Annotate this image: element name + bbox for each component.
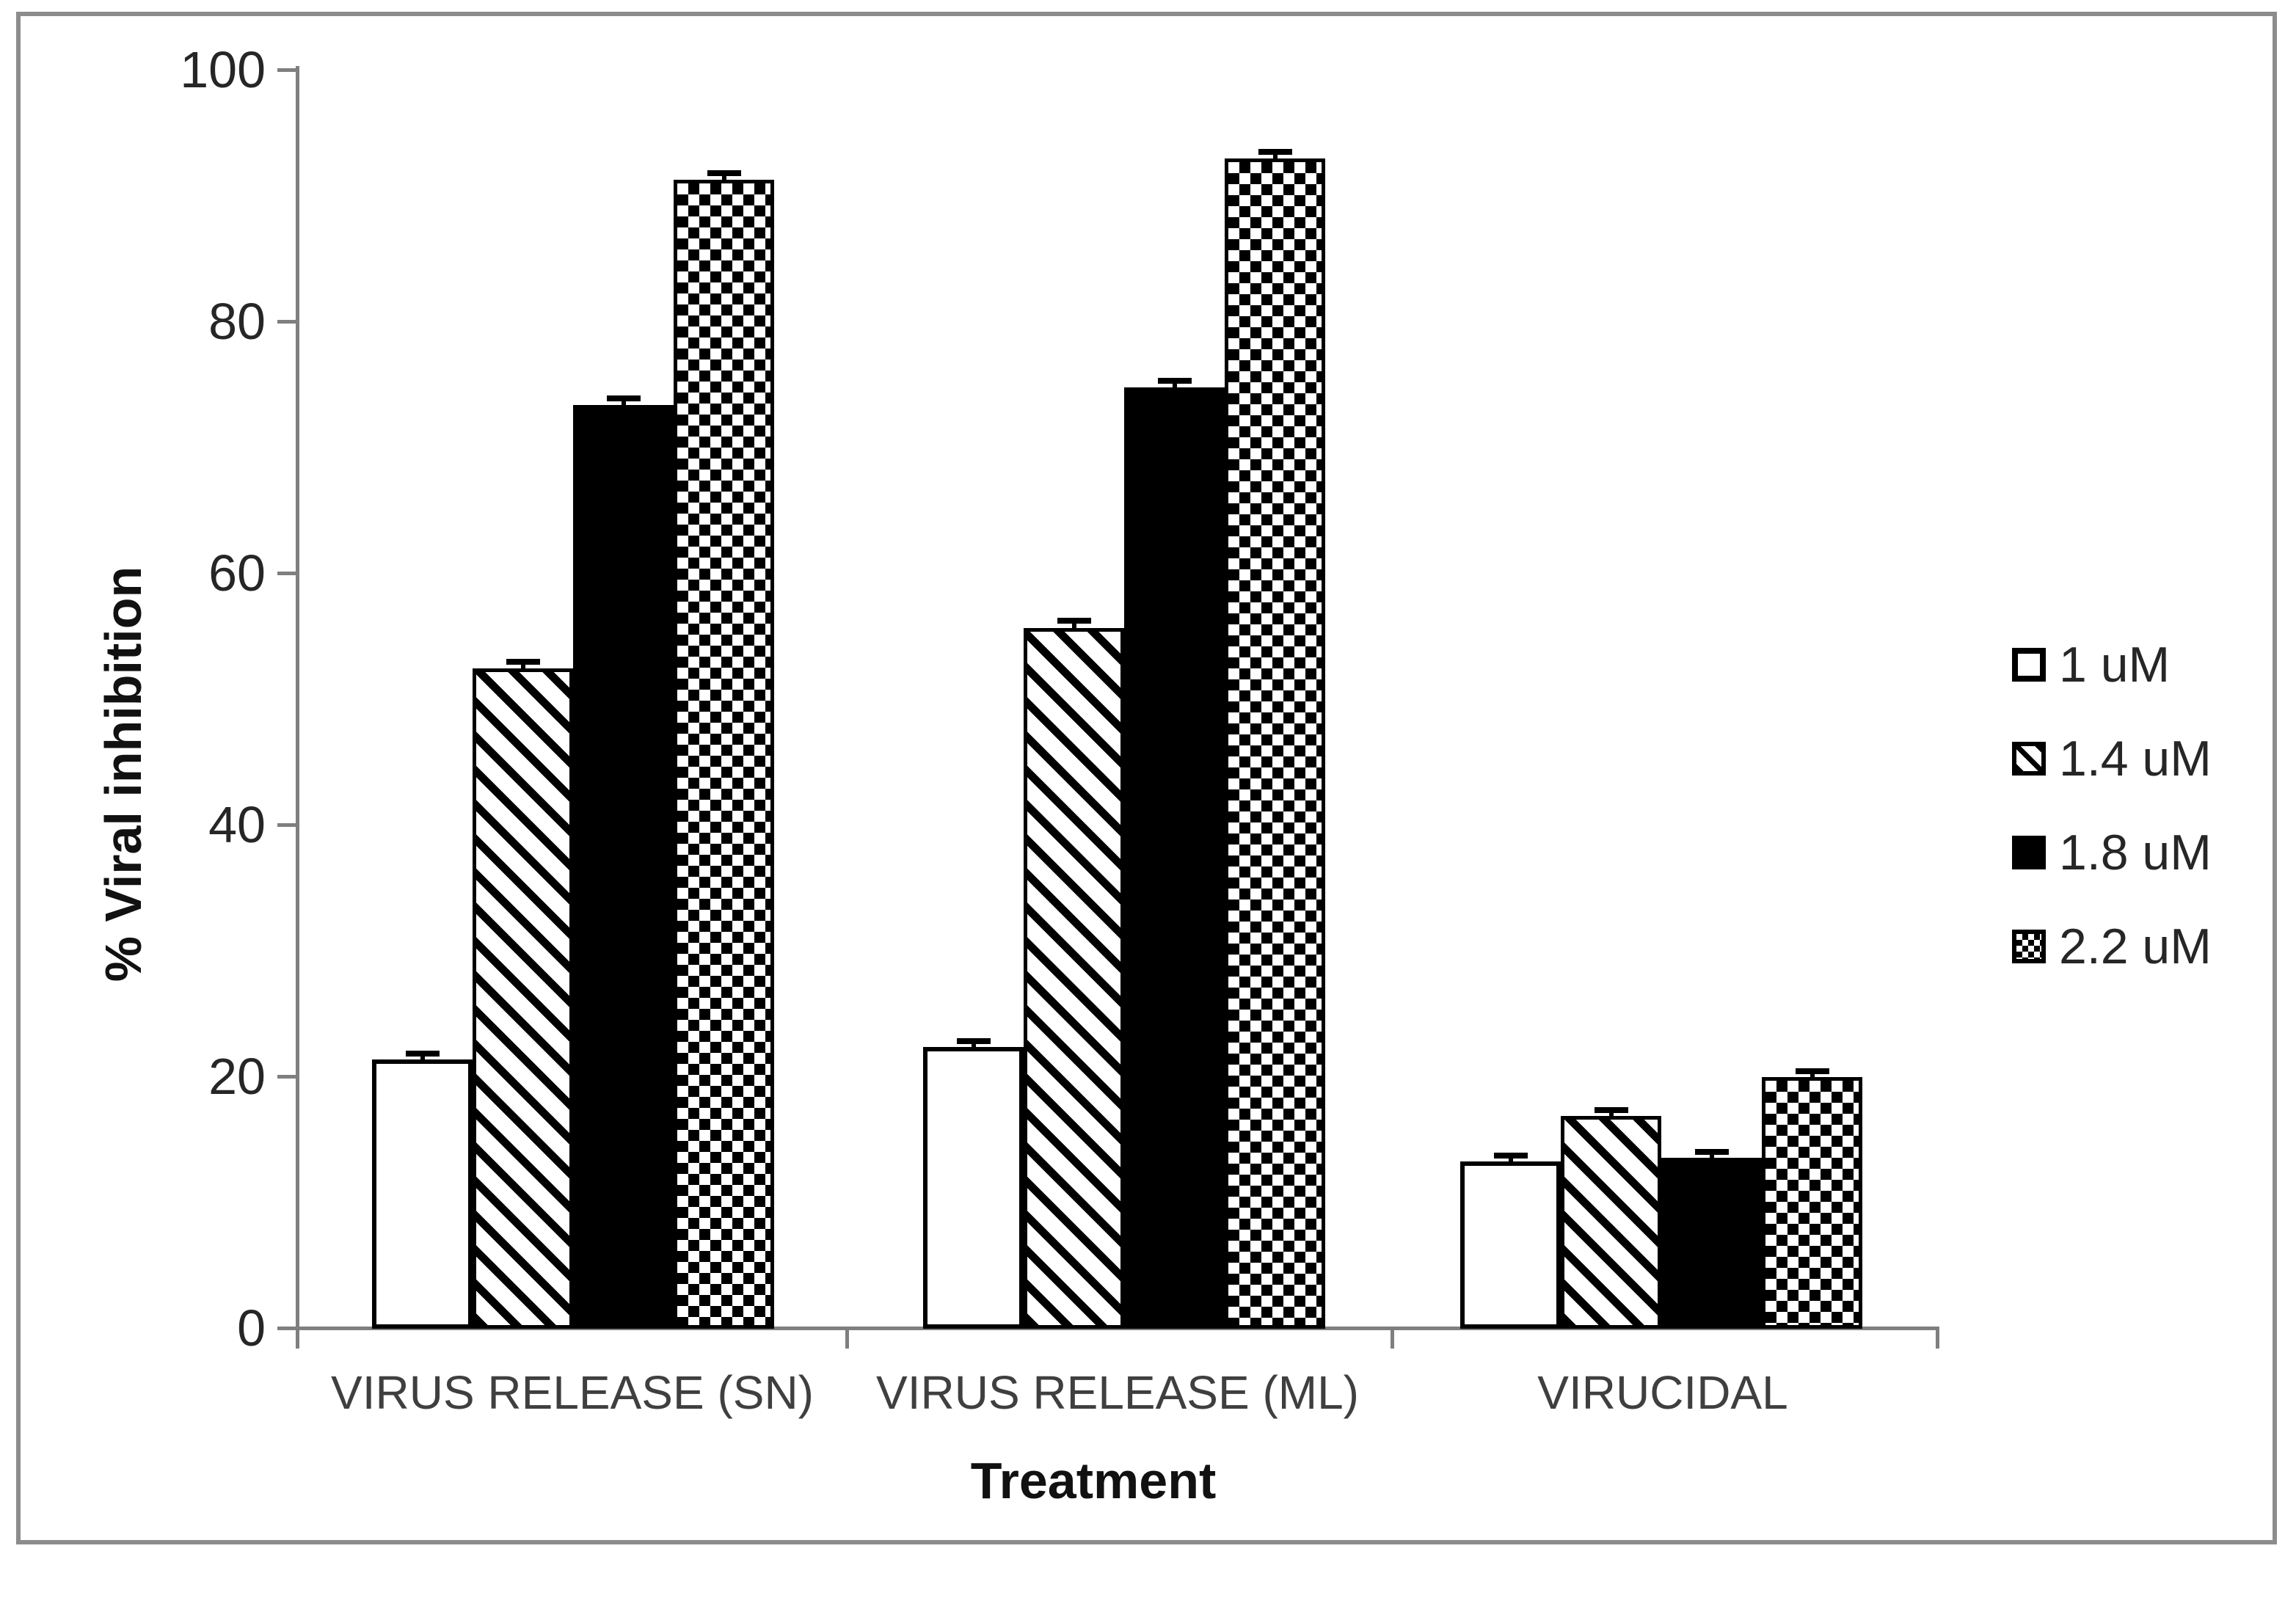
figure-border: [16, 12, 2277, 1544]
bar-18uM-cat3: [1661, 1158, 1762, 1329]
error-bar-stem: [622, 398, 626, 408]
bar-18uM-cat1: [573, 405, 674, 1329]
legend-label: 1.4 uM: [2059, 731, 2212, 787]
legend-swatch-open-icon: [2012, 648, 2046, 682]
y-tick-label: 100: [180, 41, 266, 98]
legend-item: 1 uM: [2012, 618, 2212, 712]
error-bar-stem: [1810, 1071, 1815, 1080]
y-tick-label: 40: [208, 796, 266, 853]
error-bar-stem: [420, 1054, 425, 1062]
legend-swatch-checkerboard-icon: [2012, 930, 2046, 963]
error-bar-cap: [957, 1038, 991, 1044]
error-bar-cap: [1494, 1153, 1528, 1159]
y-axis-tick: [277, 823, 296, 827]
error-bar-stem: [1173, 381, 1177, 390]
legend-label: 2.2 uM: [2059, 919, 2212, 974]
x-category-label: VIRUCIDAL: [1537, 1366, 1788, 1419]
error-bar-stem: [972, 1041, 976, 1050]
error-bar-cap: [1796, 1068, 1829, 1074]
error-bar-cap: [707, 170, 741, 176]
y-axis-title: % Viral inhibition: [95, 566, 152, 982]
x-category-label: VIRUS RELEASE (ML): [876, 1366, 1359, 1419]
x-axis-tick: [1936, 1327, 1939, 1349]
error-bar-cap: [1258, 149, 1292, 155]
bar-22uM-cat3: [1762, 1077, 1862, 1329]
error-bar-stem: [1509, 1156, 1513, 1164]
bar-1uM-cat2: [923, 1047, 1024, 1329]
x-axis-title: Treatment: [970, 1452, 1217, 1509]
y-axis-tick: [277, 320, 296, 324]
legend-label: 1.8 uM: [2059, 825, 2212, 880]
bar-1uM-cat1: [372, 1059, 473, 1329]
y-axis-line: [296, 66, 299, 1349]
bar-22uM-cat1: [674, 180, 774, 1329]
legend-swatch-diagonal-hatch-icon: [2012, 742, 2046, 776]
bar-22uM-cat2: [1225, 158, 1325, 1329]
error-bar-stem: [1072, 621, 1076, 631]
y-tick-label: 0: [237, 1299, 266, 1357]
error-bar-stem: [1710, 1152, 1714, 1161]
error-bar-cap: [406, 1051, 440, 1057]
error-bar-cap: [1057, 618, 1091, 624]
y-axis-tick: [277, 1327, 296, 1330]
legend: 1 uM 1.4 uM 1.8 uM 2.2 uM: [2012, 618, 2212, 993]
legend-swatch-solid-black-icon: [2012, 836, 2046, 869]
error-bar-stem: [1609, 1110, 1614, 1119]
legend-label: 1 uM: [2059, 637, 2171, 693]
y-axis-tick: [277, 68, 296, 72]
y-axis-tick: [277, 572, 296, 575]
x-axis-tick: [1391, 1327, 1394, 1349]
error-bar-cap: [1158, 378, 1192, 384]
error-bar-cap: [1695, 1149, 1729, 1155]
error-bar-cap: [1595, 1107, 1628, 1113]
error-bar-stem: [1273, 152, 1278, 161]
legend-item: 2.2 uM: [2012, 900, 2212, 993]
error-bar-cap: [607, 395, 641, 401]
x-category-label: VIRUS RELEASE (SN): [331, 1366, 814, 1419]
error-bar-cap: [506, 659, 540, 665]
bar-1uM-cat3: [1460, 1161, 1561, 1329]
legend-item: 1.4 uM: [2012, 712, 2212, 806]
bar-18uM-cat2: [1124, 387, 1225, 1329]
error-bar-stem: [521, 662, 525, 671]
legend-item: 1.8 uM: [2012, 806, 2212, 900]
error-bar-stem: [722, 173, 726, 183]
y-tick-label: 80: [208, 293, 266, 350]
bar-14uM-cat1: [473, 668, 573, 1329]
y-tick-label: 60: [208, 544, 266, 602]
y-tick-label: 20: [208, 1048, 266, 1105]
y-axis-tick: [277, 1075, 296, 1079]
bar-14uM-cat2: [1024, 628, 1124, 1329]
x-axis-tick: [845, 1327, 849, 1349]
bar-14uM-cat3: [1561, 1116, 1661, 1329]
